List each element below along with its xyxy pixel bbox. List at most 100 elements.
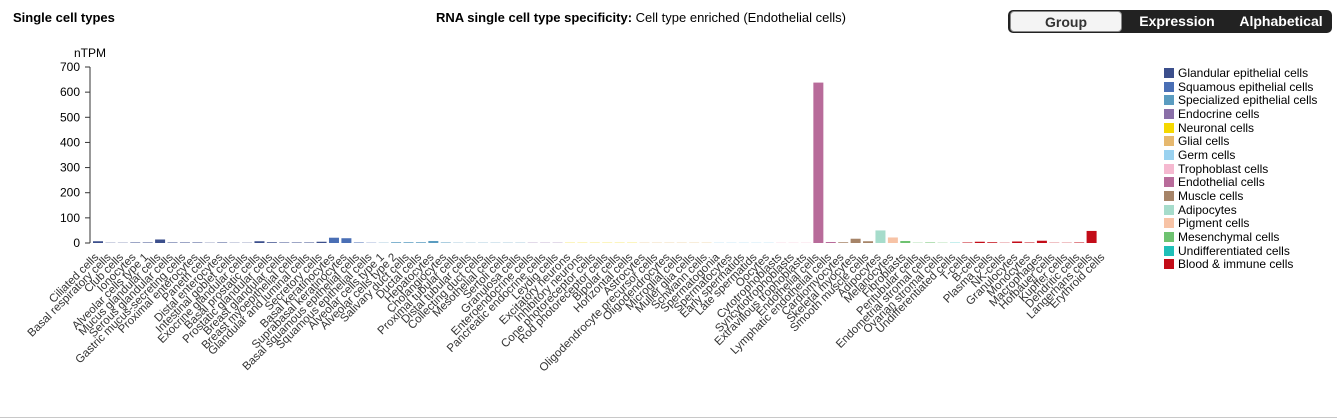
bar[interactable] bbox=[192, 242, 203, 243]
legend-swatch bbox=[1164, 218, 1174, 229]
legend-label: Mesenchymal cells bbox=[1178, 230, 1280, 245]
legend-label: Trophoblast cells bbox=[1178, 161, 1269, 176]
view-toggle: Group Expression Alphabetical bbox=[1008, 10, 1332, 33]
bottom-divider bbox=[0, 417, 1337, 418]
bar[interactable] bbox=[142, 242, 153, 243]
legend-item: Endocrine cells bbox=[1164, 107, 1330, 121]
legend-swatch bbox=[1164, 81, 1174, 92]
specificity-label: RNA single cell type specificity: bbox=[436, 10, 633, 25]
legend-label: Squamous epithelial cells bbox=[1178, 79, 1314, 94]
bar[interactable] bbox=[1036, 240, 1047, 243]
chart-bars bbox=[93, 82, 1097, 244]
bar[interactable] bbox=[440, 242, 451, 243]
bar[interactable] bbox=[217, 242, 228, 243]
legend-label: Endocrine cells bbox=[1178, 106, 1260, 121]
y-tick-label: 100 bbox=[60, 211, 80, 225]
legend-label: Muscle cells bbox=[1178, 189, 1244, 204]
bar[interactable] bbox=[328, 237, 339, 243]
legend-label: Specialized epithelial cells bbox=[1178, 93, 1318, 108]
bar[interactable] bbox=[974, 241, 985, 243]
bar[interactable] bbox=[279, 242, 290, 243]
legend-item: Mesenchymal cells bbox=[1164, 230, 1330, 244]
legend-item: Undifferentiated cells bbox=[1164, 244, 1330, 258]
bar[interactable] bbox=[254, 241, 265, 243]
bar[interactable] bbox=[1086, 230, 1097, 243]
bar[interactable] bbox=[813, 82, 824, 244]
bar[interactable] bbox=[391, 242, 402, 243]
legend-item: Pigment cells bbox=[1164, 216, 1330, 230]
bar[interactable] bbox=[825, 241, 836, 243]
bar[interactable] bbox=[428, 240, 439, 243]
legend-label: Neuronal cells bbox=[1178, 120, 1255, 135]
section-title: Single cell types bbox=[13, 10, 115, 25]
legend-swatch bbox=[1164, 245, 1174, 256]
y-axis-label: nTPM bbox=[74, 46, 106, 60]
legend-item: Germ cells bbox=[1164, 148, 1330, 162]
legend-item: Glial cells bbox=[1164, 134, 1330, 148]
bar[interactable] bbox=[266, 242, 277, 243]
legend-swatch bbox=[1164, 232, 1174, 243]
bar[interactable] bbox=[987, 242, 998, 243]
y-tick-label: 700 bbox=[60, 60, 80, 74]
legend-label: Adipocytes bbox=[1178, 202, 1237, 217]
y-tick-label: 300 bbox=[60, 161, 80, 175]
legend-swatch bbox=[1164, 191, 1174, 202]
bar[interactable] bbox=[316, 241, 327, 243]
legend-swatch bbox=[1164, 163, 1174, 174]
legend-item: Specialized epithelial cells bbox=[1164, 93, 1330, 107]
legend-item: Muscle cells bbox=[1164, 189, 1330, 203]
bar[interactable] bbox=[291, 242, 302, 243]
legend-label: Germ cells bbox=[1178, 147, 1236, 162]
legend-swatch bbox=[1164, 95, 1174, 106]
bar[interactable] bbox=[1024, 242, 1035, 243]
bar[interactable] bbox=[925, 242, 936, 243]
y-tick-label: 600 bbox=[60, 85, 80, 99]
bar[interactable] bbox=[962, 242, 973, 243]
y-tick-label: 200 bbox=[60, 186, 80, 200]
legend-label: Blood & immune cells bbox=[1178, 257, 1294, 272]
group-view-button[interactable]: Group bbox=[1010, 11, 1122, 32]
bar[interactable] bbox=[1074, 242, 1085, 243]
bar[interactable] bbox=[179, 242, 190, 243]
bar[interactable] bbox=[353, 242, 364, 243]
legend-item: Blood & immune cells bbox=[1164, 257, 1330, 272]
y-tick-label: 0 bbox=[73, 236, 80, 250]
alphabetical-view-button[interactable]: Alphabetical bbox=[1239, 13, 1323, 29]
legend-swatch bbox=[1164, 122, 1174, 133]
bar[interactable] bbox=[415, 242, 426, 243]
bar[interactable] bbox=[304, 242, 315, 243]
bar[interactable] bbox=[155, 239, 166, 243]
bar[interactable] bbox=[93, 241, 103, 243]
chart-heading: RNA single cell type specificity: Cell t… bbox=[436, 10, 846, 25]
bar[interactable] bbox=[403, 242, 414, 243]
legend-item: Endothelial cells bbox=[1164, 175, 1330, 190]
legend-swatch bbox=[1164, 149, 1174, 160]
legend-swatch bbox=[1164, 67, 1174, 78]
legend-swatch bbox=[1164, 108, 1174, 119]
legend-swatch bbox=[1164, 177, 1174, 188]
bar[interactable] bbox=[887, 237, 898, 243]
y-tick-label: 500 bbox=[60, 110, 80, 124]
legend-item: Squamous epithelial cells bbox=[1164, 80, 1330, 94]
bar[interactable] bbox=[341, 238, 352, 243]
bar[interactable] bbox=[900, 240, 911, 243]
bar[interactable] bbox=[838, 242, 849, 243]
legend-label: Glial cells bbox=[1178, 134, 1230, 149]
bar[interactable] bbox=[167, 242, 178, 243]
specificity-value: Cell type enriched (Endothelial cells) bbox=[635, 10, 846, 25]
bar[interactable] bbox=[875, 230, 886, 243]
legend-label: Endothelial cells bbox=[1178, 175, 1265, 190]
legend-item: Trophoblast cells bbox=[1164, 162, 1330, 176]
bar[interactable] bbox=[863, 241, 874, 243]
legend-swatch bbox=[1164, 136, 1174, 147]
expression-view-button[interactable]: Expression bbox=[1139, 13, 1215, 29]
legend-swatch bbox=[1164, 259, 1174, 270]
bar[interactable] bbox=[130, 242, 141, 243]
bar[interactable] bbox=[1012, 241, 1023, 243]
bar[interactable] bbox=[850, 238, 861, 243]
legend-label: Glandular epithelial cells bbox=[1178, 66, 1309, 80]
legend-item: Adipocytes bbox=[1164, 203, 1330, 217]
bar-chart: nTPM 0 100 200 300 400 500 600 700 Ciliated cell… bbox=[26, 46, 1108, 374]
chart-legend: Glandular epithelial cells Squamous epith… bbox=[1164, 66, 1330, 271]
